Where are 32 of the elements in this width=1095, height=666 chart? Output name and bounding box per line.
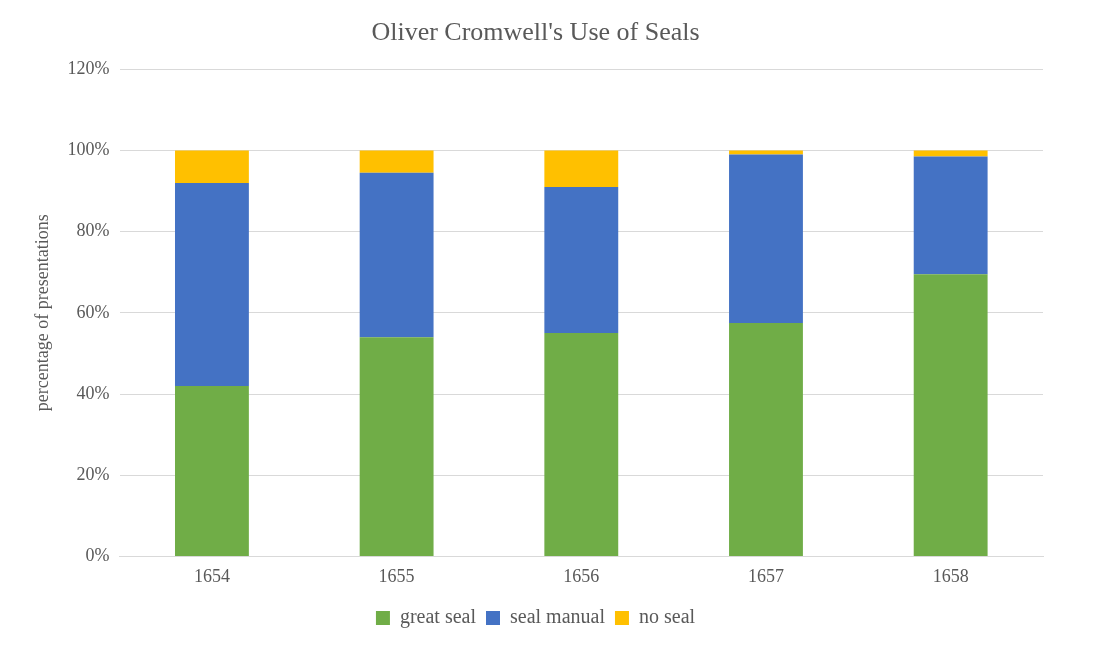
x-tick-label: 1658	[932, 565, 969, 586]
y-tick-label: 20%	[76, 463, 110, 484]
bar	[175, 150, 249, 183]
legend-label: no seal	[638, 605, 696, 628]
legend-label: seal manual	[510, 605, 606, 628]
chart-title: Oliver Cromwell's Use of Seals	[371, 17, 700, 47]
bar	[913, 274, 988, 556]
y-tick-label: 60%	[76, 301, 110, 322]
bar	[175, 385, 249, 556]
bar	[913, 156, 988, 275]
x-tick-label: 1655	[378, 565, 415, 586]
y-tick-label: 100%	[67, 139, 110, 160]
bar	[729, 154, 803, 323]
y-tick-label: 120%	[67, 57, 110, 78]
y-tick-label: 0%	[85, 545, 110, 566]
x-tick-label: 1654	[193, 565, 230, 586]
bar	[729, 322, 803, 556]
bar	[359, 172, 434, 338]
y-axis-title: percentage of presentations	[31, 214, 52, 412]
legend-label: great seal	[399, 605, 477, 629]
bar	[359, 150, 434, 173]
bar	[359, 337, 434, 556]
y-tick-label: 80%	[76, 220, 110, 241]
bar	[913, 150, 988, 157]
bar	[544, 333, 619, 556]
x-tick-label: 1657	[747, 565, 784, 586]
bar	[544, 186, 619, 334]
bar	[544, 150, 619, 187]
bar	[175, 182, 249, 386]
y-tick-label: 40%	[76, 382, 110, 403]
bar	[729, 150, 803, 155]
x-tick-label: 1656	[563, 565, 600, 586]
